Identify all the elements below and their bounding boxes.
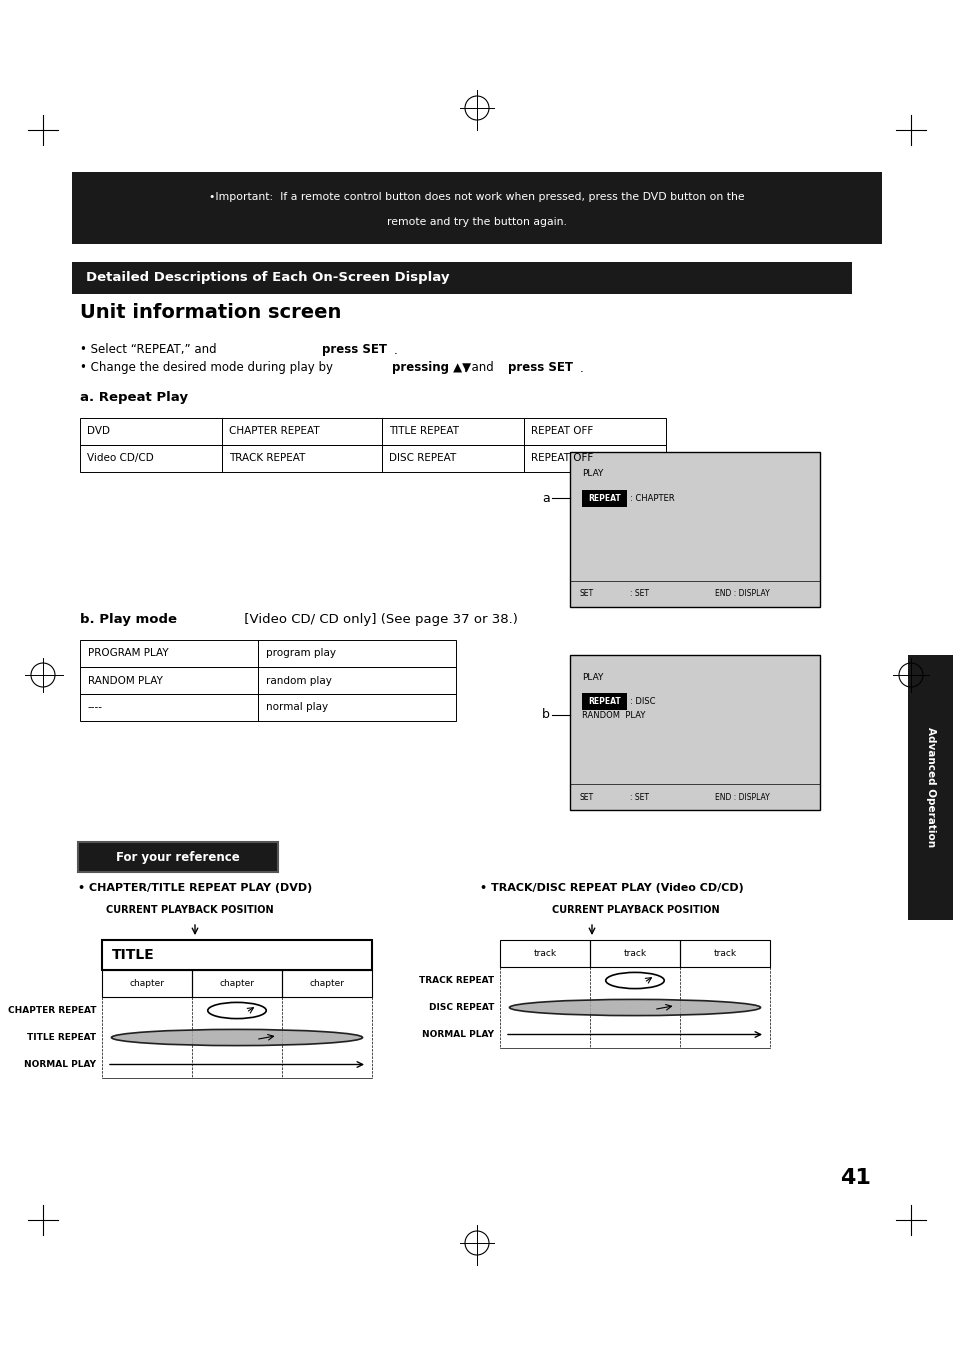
Text: chapter: chapter xyxy=(309,979,344,988)
Text: remote and try the button again.: remote and try the button again. xyxy=(387,218,566,227)
Text: track: track xyxy=(533,948,556,958)
Text: track: track xyxy=(713,948,736,958)
Text: PLAY: PLAY xyxy=(581,673,602,681)
Bar xyxy=(80,640,257,667)
Bar xyxy=(71,172,882,245)
Bar xyxy=(282,970,372,997)
Text: REPEAT OFF: REPEAT OFF xyxy=(531,427,593,436)
Text: PROGRAM PLAY: PROGRAM PLAY xyxy=(88,648,169,658)
Text: .: . xyxy=(394,343,397,357)
Bar xyxy=(569,655,820,811)
Text: Video CD/CD: Video CD/CD xyxy=(87,454,153,463)
Text: random play: random play xyxy=(266,676,332,685)
Text: b: b xyxy=(541,708,550,721)
Text: •Important:  If a remote control button does not work when pressed, press the DV: •Important: If a remote control button d… xyxy=(209,192,744,203)
Text: : SET: : SET xyxy=(629,589,648,598)
Bar xyxy=(222,417,381,444)
Text: 41: 41 xyxy=(839,1169,869,1188)
Text: TITLE: TITLE xyxy=(112,948,154,962)
Bar xyxy=(80,667,257,694)
Text: [Video CD/ CD only] (See page 37 or 38.): [Video CD/ CD only] (See page 37 or 38.) xyxy=(240,613,517,627)
Text: RANDOM  PLAY: RANDOM PLAY xyxy=(581,711,644,720)
Text: NORMAL PLAY: NORMAL PLAY xyxy=(24,1061,96,1069)
Bar xyxy=(222,444,381,471)
Text: CHAPTER REPEAT: CHAPTER REPEAT xyxy=(229,427,319,436)
Text: • TRACK/DISC REPEAT PLAY (Video CD/CD): • TRACK/DISC REPEAT PLAY (Video CD/CD) xyxy=(479,884,743,893)
Text: SET: SET xyxy=(578,793,593,801)
Text: CHAPTER REPEAT: CHAPTER REPEAT xyxy=(8,1006,96,1015)
Text: TRACK REPEAT: TRACK REPEAT xyxy=(229,454,305,463)
Bar xyxy=(581,490,626,507)
Text: • CHAPTER/TITLE REPEAT PLAY (DVD): • CHAPTER/TITLE REPEAT PLAY (DVD) xyxy=(78,884,312,893)
Text: REPEAT: REPEAT xyxy=(587,494,620,503)
Text: • Change the desired mode during play by: • Change the desired mode during play by xyxy=(80,362,336,374)
Bar xyxy=(257,667,456,694)
Bar xyxy=(581,693,626,711)
Text: a: a xyxy=(541,492,550,504)
Text: : CHAPTER: : CHAPTER xyxy=(629,494,674,503)
Text: • Select “REPEAT,” and: • Select “REPEAT,” and xyxy=(80,343,220,357)
Bar xyxy=(80,444,222,471)
Text: SET: SET xyxy=(578,589,593,598)
Bar xyxy=(78,842,277,871)
Ellipse shape xyxy=(112,1029,362,1046)
Bar xyxy=(80,417,222,444)
Text: program play: program play xyxy=(266,648,335,658)
Bar xyxy=(907,655,953,920)
Bar xyxy=(499,940,589,967)
Text: TITLE REPEAT: TITLE REPEAT xyxy=(27,1034,96,1042)
Text: chapter: chapter xyxy=(219,979,254,988)
Text: PLAY: PLAY xyxy=(581,470,602,478)
Text: RANDOM PLAY: RANDOM PLAY xyxy=(88,676,163,685)
Bar xyxy=(257,694,456,721)
Text: : SET: : SET xyxy=(629,793,648,801)
Bar xyxy=(80,694,257,721)
Text: DISC REPEAT: DISC REPEAT xyxy=(389,454,456,463)
Bar xyxy=(71,262,851,295)
Bar xyxy=(381,444,523,471)
Bar xyxy=(679,940,769,967)
Text: DISC REPEAT: DISC REPEAT xyxy=(428,1002,494,1012)
Text: CURRENT PLAYBACK POSITION: CURRENT PLAYBACK POSITION xyxy=(552,905,719,915)
Bar xyxy=(192,970,282,997)
Bar xyxy=(102,970,192,997)
Bar xyxy=(569,453,820,607)
Text: : DISC: : DISC xyxy=(629,697,655,707)
Ellipse shape xyxy=(509,1000,760,1016)
Text: b. Play mode: b. Play mode xyxy=(80,613,177,627)
Text: Unit information screen: Unit information screen xyxy=(80,303,341,322)
Bar xyxy=(102,940,372,970)
Bar xyxy=(589,940,679,967)
Text: normal play: normal play xyxy=(266,703,328,712)
Bar xyxy=(523,417,665,444)
Text: NORMAL PLAY: NORMAL PLAY xyxy=(421,1029,494,1039)
Text: press SET: press SET xyxy=(507,362,573,374)
Text: Advanced Operation: Advanced Operation xyxy=(925,727,935,847)
Text: track: track xyxy=(622,948,646,958)
Text: CURRENT PLAYBACK POSITION: CURRENT PLAYBACK POSITION xyxy=(106,905,274,915)
Text: REPEAT OFF: REPEAT OFF xyxy=(531,454,593,463)
Bar xyxy=(78,842,277,871)
Text: press SET: press SET xyxy=(322,343,387,357)
Text: DVD: DVD xyxy=(87,427,110,436)
Text: .: . xyxy=(579,362,583,374)
Text: chapter: chapter xyxy=(130,979,164,988)
Bar xyxy=(381,417,523,444)
Text: ----: ---- xyxy=(88,703,103,712)
Text: Detailed Descriptions of Each On-Screen Display: Detailed Descriptions of Each On-Screen … xyxy=(86,272,449,285)
Text: END : DISPLAY: END : DISPLAY xyxy=(714,589,769,598)
Text: END : DISPLAY: END : DISPLAY xyxy=(714,793,769,801)
Bar xyxy=(257,640,456,667)
Bar xyxy=(569,655,820,811)
Text: pressing ▲▼: pressing ▲▼ xyxy=(392,362,471,374)
Text: For your reference: For your reference xyxy=(116,851,239,863)
Text: a. Repeat Play: a. Repeat Play xyxy=(80,392,188,404)
Text: , and: , and xyxy=(463,362,497,374)
Bar xyxy=(102,940,372,970)
Text: TRACK REPEAT: TRACK REPEAT xyxy=(418,975,494,985)
Text: REPEAT: REPEAT xyxy=(587,697,620,707)
Text: TITLE REPEAT: TITLE REPEAT xyxy=(389,427,458,436)
Bar xyxy=(569,453,820,607)
Bar xyxy=(523,444,665,471)
